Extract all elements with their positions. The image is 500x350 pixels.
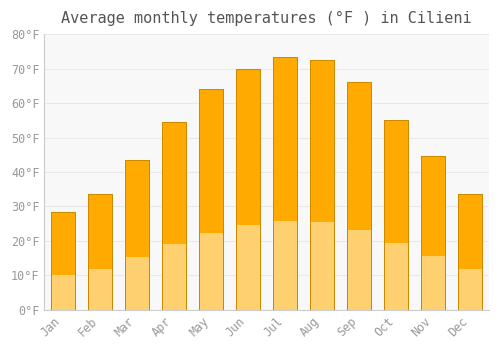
Bar bbox=[51, 212, 75, 310]
Bar bbox=[422, 156, 446, 310]
Bar bbox=[236, 69, 260, 225]
Bar bbox=[236, 69, 260, 310]
Bar bbox=[199, 89, 223, 310]
Bar bbox=[236, 69, 260, 310]
Bar bbox=[51, 212, 75, 310]
Bar bbox=[125, 160, 149, 257]
Bar bbox=[88, 194, 112, 310]
Bar bbox=[310, 60, 334, 310]
Bar bbox=[422, 156, 446, 310]
Bar bbox=[422, 156, 446, 256]
Bar bbox=[273, 57, 297, 221]
Bar bbox=[51, 212, 75, 275]
Bar bbox=[199, 89, 223, 310]
Bar bbox=[88, 194, 112, 310]
Bar bbox=[310, 60, 334, 310]
Bar bbox=[347, 83, 372, 230]
Bar bbox=[125, 160, 149, 310]
Bar bbox=[458, 194, 482, 310]
Bar bbox=[162, 122, 186, 244]
Bar bbox=[458, 194, 482, 270]
Bar bbox=[384, 120, 408, 310]
Title: Average monthly temperatures (°F ) in Cilieni: Average monthly temperatures (°F ) in Ci… bbox=[62, 11, 472, 26]
Bar bbox=[384, 120, 408, 310]
Bar bbox=[199, 89, 223, 233]
Bar bbox=[162, 122, 186, 310]
Bar bbox=[384, 120, 408, 244]
Bar bbox=[310, 60, 334, 222]
Bar bbox=[273, 57, 297, 310]
Bar bbox=[347, 83, 372, 310]
Bar bbox=[88, 194, 112, 270]
Bar bbox=[162, 122, 186, 310]
Bar bbox=[273, 57, 297, 310]
Bar bbox=[458, 194, 482, 310]
Bar bbox=[125, 160, 149, 310]
Bar bbox=[347, 83, 372, 310]
